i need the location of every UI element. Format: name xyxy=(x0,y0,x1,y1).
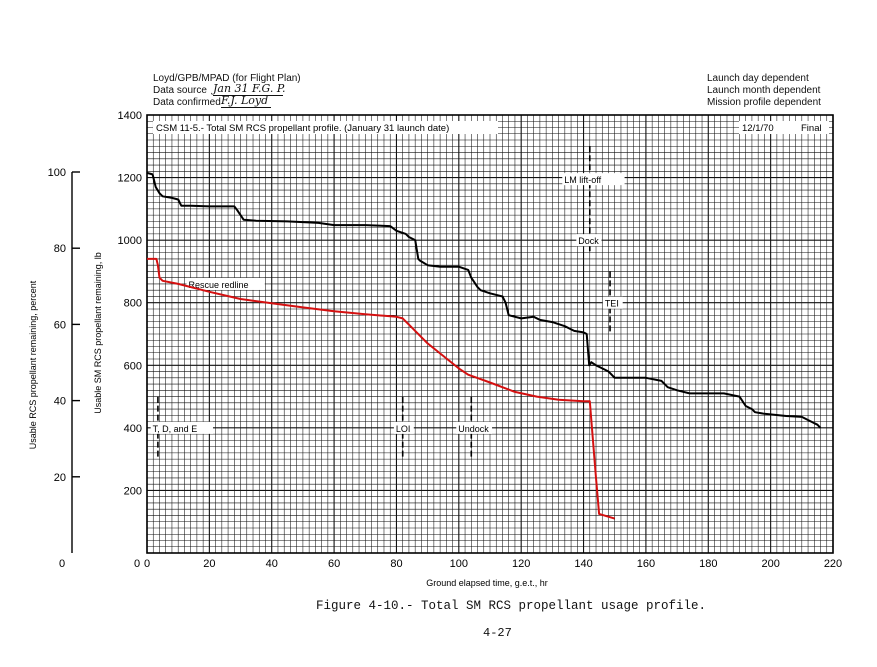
data-confirmed-underline xyxy=(221,107,271,108)
percent-tick-label: 80 xyxy=(54,243,66,255)
percent-tick-label: 20 xyxy=(54,472,66,484)
dep-launch-month: Launch month dependent xyxy=(707,85,821,96)
x-tick-label: 140 xyxy=(574,558,592,570)
title-backing xyxy=(153,121,498,134)
data-confirmed-label: Data confirmed xyxy=(153,97,221,108)
lm-liftoff-label-backing xyxy=(562,173,625,186)
x-tick-label: 0 xyxy=(144,558,150,570)
x-tick-label: 120 xyxy=(512,558,530,570)
author-line: Loyd/GPB/MPAD (for Flight Plan) xyxy=(153,73,301,84)
undock-label: Undock xyxy=(458,424,489,434)
rescue-redline-label: Rescue redline xyxy=(189,280,249,290)
loi-label-backing xyxy=(393,421,414,434)
data-source-signature: Jan 31 F.G. P. xyxy=(213,82,286,95)
x-tick-label: 100 xyxy=(450,558,468,570)
series-total-propellant xyxy=(146,171,822,429)
lm-liftoff-label: LM lift-off xyxy=(564,175,601,185)
loi-label: LOI xyxy=(396,424,411,434)
x-tick-label: 220 xyxy=(824,558,842,570)
y-tick-label: 1000 xyxy=(118,235,142,247)
y-axis-label: Usable SM RCS propellant remaining, lb xyxy=(93,252,103,414)
data-source-underline xyxy=(213,95,283,96)
y2-axis-label: Usable RCS propellant remaining, percent xyxy=(28,280,38,449)
chart-grid xyxy=(146,114,834,554)
series-rescue-redline xyxy=(147,257,615,520)
page-number: 4-27 xyxy=(483,626,512,640)
undock-label-backing xyxy=(456,421,493,434)
figure-caption: Figure 4-10.- Total SM RCS propellant us… xyxy=(316,599,707,613)
x-tick-label: 40 xyxy=(266,558,278,570)
chart-date-label: 12/1/70 xyxy=(742,123,774,134)
x-axis-label: Ground elapsed time, g.e.t., hr xyxy=(426,578,548,588)
x-tick-label: 20 xyxy=(203,558,215,570)
x-tick-label: 180 xyxy=(699,558,717,570)
x-tick-label: 160 xyxy=(637,558,655,570)
percent-tick-label: 100 xyxy=(48,167,66,179)
percent-tick-label: 0 xyxy=(59,558,65,570)
tei-label-backing xyxy=(602,296,623,309)
data-source-label: Data source xyxy=(153,85,207,96)
tde-label: T, D, and E xyxy=(153,424,198,434)
y-tick-label: 1200 xyxy=(118,173,142,185)
chart-title: CSM 11-5.- Total SM RCS propellant profi… xyxy=(156,123,449,134)
dep-mission-profile: Mission profile dependent xyxy=(707,97,821,108)
rescue-redline-label-backing xyxy=(186,277,265,290)
date-backing xyxy=(739,121,829,134)
x-tick-label: 60 xyxy=(328,558,340,570)
x-tick-label: 80 xyxy=(390,558,402,570)
dock-label-backing xyxy=(576,234,602,247)
data-confirmed-signature: F.J. Loyd xyxy=(221,94,269,107)
y-tick-label-zero: 0 xyxy=(134,558,140,570)
y-tick-label: 600 xyxy=(124,360,142,372)
tde-label-backing xyxy=(150,421,213,434)
y-tick-label: 400 xyxy=(124,423,142,435)
dock-label: Dock xyxy=(578,236,599,246)
y-tick-label: 200 xyxy=(124,485,142,497)
event-markers: T, D, and E LOI Undock LM lift-off Dock TEI Re… xyxy=(150,146,625,460)
dep-launch-day: Launch day dependent xyxy=(707,73,809,84)
tei-label: TEI xyxy=(605,299,619,309)
chart-status-label: Final xyxy=(801,123,822,134)
chart-axes xyxy=(71,114,834,554)
y-tick-label: 1400 xyxy=(118,110,142,122)
percent-tick-label: 40 xyxy=(54,396,66,408)
plot-frame xyxy=(146,114,834,554)
y-tick-label: 800 xyxy=(124,298,142,310)
chart-labels: CSM 11-5.- Total SM RCS propellant profi… xyxy=(28,110,842,588)
chart-series xyxy=(146,171,822,520)
x-tick-label: 200 xyxy=(761,558,779,570)
percent-tick-label: 60 xyxy=(54,319,66,331)
